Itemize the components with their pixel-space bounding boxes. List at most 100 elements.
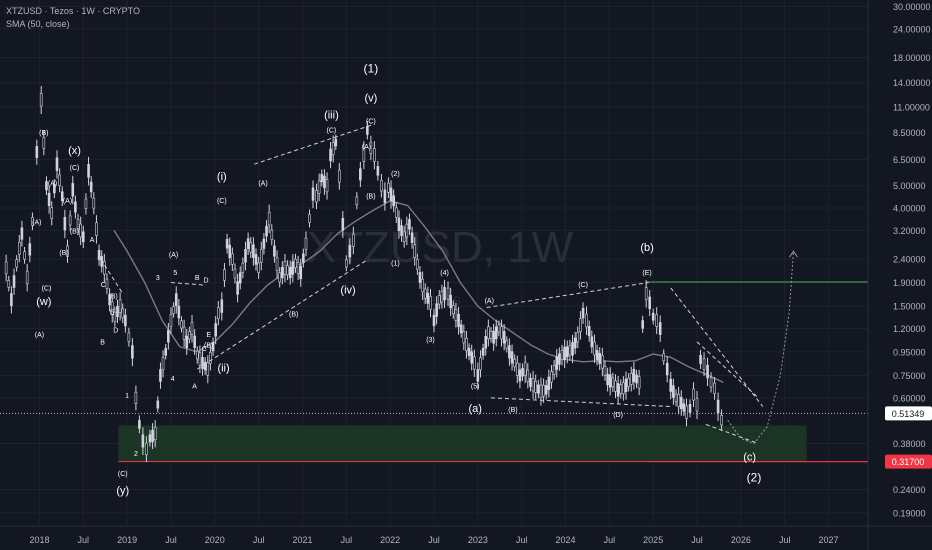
wave-label: (v) xyxy=(364,93,377,105)
candle-body xyxy=(267,211,271,226)
candle-body xyxy=(299,265,303,280)
wave-label: (A) xyxy=(169,252,178,259)
candle-body xyxy=(405,223,409,238)
candle-body xyxy=(579,318,582,332)
candle-body xyxy=(550,371,553,383)
candle-body xyxy=(68,215,72,226)
candle-body xyxy=(565,346,569,358)
candle-body xyxy=(537,384,540,394)
candle-body xyxy=(172,306,175,314)
wave-label: D xyxy=(204,278,209,285)
x-tick-label: Jul xyxy=(779,535,791,545)
candle-body xyxy=(473,356,476,370)
candle-body xyxy=(635,374,638,384)
candle-body xyxy=(177,305,181,319)
y-tick-label: 8.50000 xyxy=(893,128,926,138)
candle-body xyxy=(402,231,406,243)
candle-body xyxy=(302,253,305,263)
y-tick-label: 14.00000 xyxy=(893,78,931,88)
candle-body xyxy=(76,219,80,230)
y-tick-label: 0.75000 xyxy=(893,371,926,381)
candle-body xyxy=(542,384,545,397)
candle-body xyxy=(500,326,503,340)
candle-body xyxy=(323,175,326,188)
candle-body xyxy=(228,244,232,259)
candle-body xyxy=(345,259,348,268)
candle-body xyxy=(410,232,414,243)
candle-body xyxy=(252,244,255,258)
candle-body xyxy=(616,383,620,397)
price-tag-label: 0.31700 xyxy=(892,457,925,467)
candle-body xyxy=(169,314,173,327)
candle-body xyxy=(603,365,607,376)
candle-body xyxy=(231,253,234,265)
candle-body xyxy=(446,287,450,300)
x-tick-label: Jul xyxy=(78,535,90,545)
wave-label: A xyxy=(192,383,197,390)
wave-label: (C) xyxy=(327,128,337,135)
candle-body xyxy=(716,399,720,414)
candle-body xyxy=(416,259,419,270)
candle-body xyxy=(167,329,170,343)
candle-body xyxy=(153,427,157,440)
candle-body xyxy=(206,362,210,376)
candle-body xyxy=(669,378,673,392)
candle-body xyxy=(627,377,630,387)
candle-body xyxy=(614,380,617,392)
y-tick-label: 3.20000 xyxy=(893,226,926,236)
candle-body xyxy=(641,320,644,329)
candle-body xyxy=(151,429,154,443)
projection-arrowhead xyxy=(789,250,798,258)
candle-body xyxy=(601,355,604,369)
wave-label: (B) xyxy=(59,250,68,257)
candle-body xyxy=(315,190,318,203)
candle-body xyxy=(311,187,315,201)
candle-body xyxy=(521,368,524,377)
wave-label: D xyxy=(113,328,118,335)
candle-body xyxy=(590,336,594,348)
candle-body xyxy=(63,217,67,231)
candle-body xyxy=(432,314,436,327)
candle-body xyxy=(462,331,466,344)
wave-label: (c) xyxy=(743,452,756,464)
candle-body xyxy=(487,326,490,340)
candle-body xyxy=(702,358,706,370)
candle-body xyxy=(294,258,297,269)
candle-body xyxy=(593,341,596,356)
candle-body xyxy=(291,261,295,275)
candle-body xyxy=(331,142,335,156)
wave-label: (C) xyxy=(217,198,227,205)
y-tick-label: 1.50000 xyxy=(893,302,926,312)
candle-body xyxy=(254,254,258,265)
candle-body xyxy=(79,223,82,238)
candle-body xyxy=(595,350,599,361)
y-tick-label: 30.00000 xyxy=(893,2,931,12)
candle-body xyxy=(246,238,250,250)
candle-body xyxy=(544,385,548,395)
candle-body xyxy=(449,294,452,309)
wave-label: (A) xyxy=(35,332,44,339)
chart-header: XTZUSD · Tezos · 1W · CRYPTO SMA (50, cl… xyxy=(6,5,140,31)
candle-body xyxy=(334,138,338,147)
candle-body xyxy=(429,296,432,310)
candle-body xyxy=(513,358,516,368)
candle-body xyxy=(655,314,658,327)
candle-body xyxy=(148,434,152,443)
x-tick-label: Jul xyxy=(516,535,528,545)
candle-body xyxy=(709,377,713,388)
y-tick-label: 18.00000 xyxy=(893,53,931,63)
candle-body xyxy=(103,261,106,275)
candle-body xyxy=(418,271,422,283)
candle-body xyxy=(60,191,64,202)
candle-body xyxy=(182,326,186,340)
candle-body xyxy=(523,362,527,376)
wave-label: (C) xyxy=(366,119,376,126)
candles xyxy=(4,86,723,462)
candle-body xyxy=(699,354,702,365)
candle-body xyxy=(573,337,577,349)
candle-body xyxy=(325,179,329,193)
candle-body xyxy=(359,168,362,181)
candle-body xyxy=(539,384,543,399)
candle-body xyxy=(156,400,160,409)
